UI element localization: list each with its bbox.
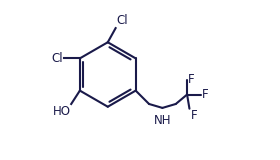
Text: Cl: Cl — [52, 52, 63, 65]
Text: Cl: Cl — [116, 14, 128, 27]
Text: F: F — [188, 73, 195, 86]
Text: F: F — [191, 109, 197, 122]
Text: NH: NH — [154, 114, 171, 127]
Text: HO: HO — [52, 105, 71, 118]
Text: F: F — [202, 88, 209, 101]
